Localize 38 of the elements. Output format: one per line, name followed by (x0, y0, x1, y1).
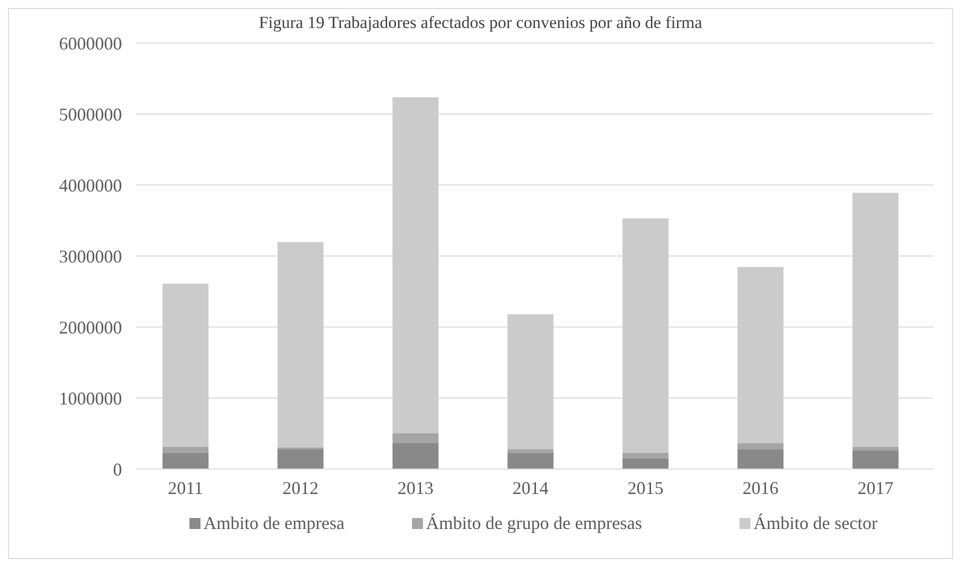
chart-title: Figura 19 Trabajadores afectados por convenios por año de firma (258, 13, 703, 32)
legend-label: Ámbito de sector (754, 513, 878, 533)
bar (162, 284, 208, 447)
bar (622, 458, 668, 469)
bar (738, 267, 784, 444)
bar (392, 97, 438, 434)
bar (508, 314, 554, 450)
bar (162, 446, 208, 453)
x-tick-label: 2011 (168, 478, 204, 498)
legend-label: Ámbito de grupo de empresas (426, 513, 642, 533)
bar (622, 452, 668, 458)
bar (392, 442, 438, 469)
x-tick-label: 2013 (398, 478, 434, 498)
bar (508, 452, 554, 469)
bar (852, 446, 898, 451)
y-tick-label: 4000000 (59, 175, 122, 196)
y-tick-label: 0 (113, 459, 122, 480)
legend-label: Ambito de empresa (204, 513, 344, 533)
x-tick-label: 2012 (282, 478, 318, 498)
bar (508, 449, 554, 453)
y-tick-label: 1000000 (59, 388, 122, 408)
x-tick-label: 2015 (628, 478, 664, 498)
x-tick-label: 2016 (742, 478, 778, 498)
bar (278, 242, 324, 448)
bar (852, 192, 898, 447)
y-tick-label: 6000000 (59, 33, 122, 54)
y-tick-label: 2000000 (59, 317, 122, 338)
x-tick-label: 2017 (858, 478, 894, 498)
x-tick-label: 2014 (512, 478, 548, 498)
bar (738, 443, 784, 450)
y-tick-label: 3000000 (59, 246, 122, 266)
bar (852, 450, 898, 469)
bar (278, 449, 324, 469)
bar (392, 433, 438, 443)
bar (622, 218, 668, 453)
bar (738, 449, 784, 469)
y-tick-label: 5000000 (59, 104, 122, 124)
bar (162, 452, 208, 469)
